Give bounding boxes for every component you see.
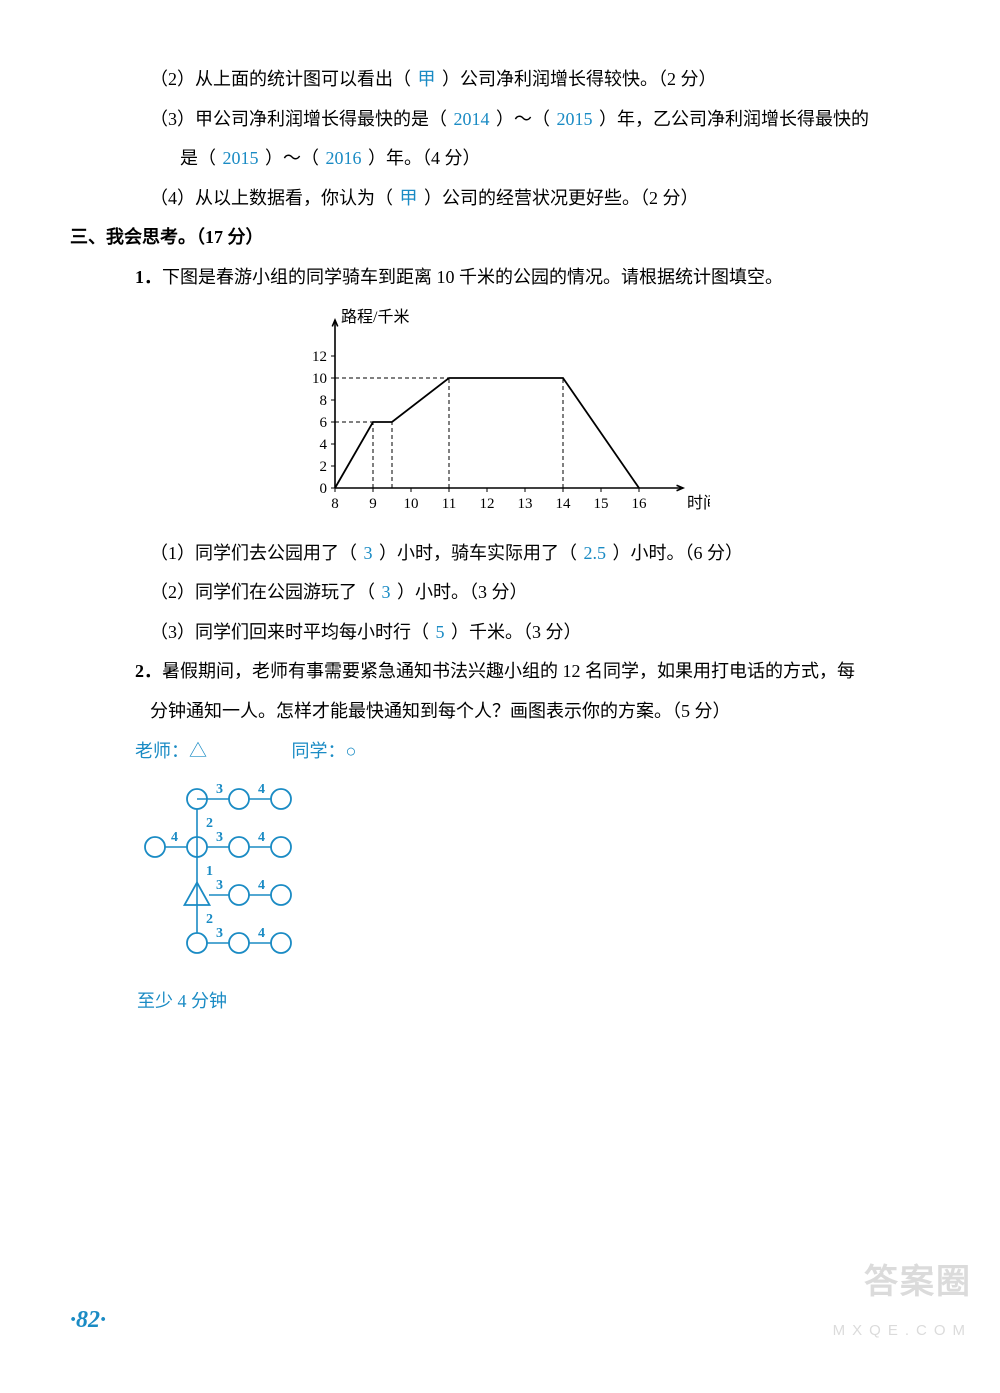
p1-sub1: （1）同学们去公园用了（ 3 ）小时，骑车实际用了（ 2.5 ）小时。（6 分） xyxy=(70,534,930,574)
answer: 甲 xyxy=(418,69,436,89)
svg-text:8: 8 xyxy=(331,496,339,512)
text: （1）同学们去公园用了（ xyxy=(150,543,362,563)
p1-intro: 1．下图是春游小组的同学骑车到距离 10 千米的公园的情况。请根据统计图填空。 xyxy=(70,258,930,298)
text: ）年。（4 分） xyxy=(364,148,481,168)
svg-text:4: 4 xyxy=(320,437,328,453)
section3-heading: 三、我会思考。（17 分） xyxy=(70,218,930,258)
text: （2）同学们在公园游玩了（ xyxy=(150,582,380,602)
answer: 2016 xyxy=(326,148,362,168)
page-number: ·82· xyxy=(70,1294,106,1347)
svg-text:12: 12 xyxy=(312,349,327,365)
item-number: 1． xyxy=(135,267,162,287)
svg-text:3: 3 xyxy=(216,878,223,893)
p2-line1: 2．暑假期间，老师有事需要紧急通知书法兴趣小组的 12 名同学，如果用打电话的方… xyxy=(70,652,930,692)
watermark: 答案圈 MXQE.COM xyxy=(833,1245,972,1347)
q2-line2: （2）从上面的统计图可以看出（ 甲 ）公司净利润增长得较快。（2 分） xyxy=(70,60,930,100)
legend-teacher: 老师：△ xyxy=(135,741,207,761)
item-number: 2． xyxy=(135,661,162,681)
svg-text:9: 9 xyxy=(369,496,377,512)
svg-text:3: 3 xyxy=(216,926,223,941)
svg-text:4: 4 xyxy=(258,926,265,941)
text: ）公司净利润增长得较快。（2 分） xyxy=(438,69,717,89)
svg-text:4: 4 xyxy=(171,830,178,845)
p1-chart: 0 2 4 6 8 10 12 8 9 10 11 12 13 14 15 16 路程/千米时间/时 xyxy=(70,308,930,528)
answer: 3 xyxy=(382,582,391,602)
text: ）小时，骑车实际用了（ xyxy=(375,543,582,563)
p1-sub3: （3）同学们回来时平均每小时行（ 5 ）千米。（3 分） xyxy=(70,613,930,653)
q2-line3a: （3）甲公司净利润增长得最快的是（ 2014 ）～（ 2015 ）年，乙公司净利… xyxy=(70,100,930,140)
text: 下图是春游小组的同学骑车到距离 10 千米的公园的情况。请根据统计图填空。 xyxy=(162,267,783,287)
text: ）～（ xyxy=(261,148,324,168)
svg-text:2: 2 xyxy=(206,816,213,831)
svg-text:6: 6 xyxy=(320,415,328,431)
svg-text:2: 2 xyxy=(206,912,213,927)
answer: 2.5 xyxy=(584,543,607,563)
answer: 2015 xyxy=(557,109,593,129)
svg-text:8: 8 xyxy=(320,393,328,409)
svg-text:14: 14 xyxy=(556,496,572,512)
text: （3）甲公司净利润增长得最快的是（ xyxy=(150,109,452,129)
svg-text:4: 4 xyxy=(258,782,265,797)
text: 是（ xyxy=(180,148,221,168)
svg-text:15: 15 xyxy=(594,496,609,512)
text: （4）从以上数据看，你认为（ xyxy=(150,188,398,208)
p2-conclusion: 至少 4 分钟 xyxy=(70,982,930,1022)
svg-text:10: 10 xyxy=(404,496,419,512)
svg-text:3: 3 xyxy=(216,782,223,797)
watermark-small: MXQE.COM xyxy=(833,1314,972,1347)
p2-legend: 老师：△ 同学：○ xyxy=(70,732,930,772)
call-tree-diagram: 342434134234 xyxy=(135,781,330,976)
svg-text:1: 1 xyxy=(206,864,213,879)
q2-line4: （4）从以上数据看，你认为（ 甲 ）公司的经营状况更好些。（2 分） xyxy=(70,179,930,219)
text: 暑假期间，老师有事需要紧急通知书法兴趣小组的 12 名同学，如果用打电话的方式，… xyxy=(162,661,855,681)
p2-line2: 分钟通知一人。怎样才能最快通知到每个人？画图表示你的方案。（5 分） xyxy=(70,692,930,732)
svg-text:10: 10 xyxy=(312,371,327,387)
svg-text:时间/时: 时间/时 xyxy=(687,494,710,512)
text: （2）从上面的统计图可以看出（ xyxy=(150,69,416,89)
answer: 甲 xyxy=(400,188,418,208)
text: （3）同学们回来时平均每小时行（ xyxy=(150,622,434,642)
line-chart: 0 2 4 6 8 10 12 8 9 10 11 12 13 14 15 16 路程/千米时间/时 xyxy=(280,308,710,528)
svg-text:4: 4 xyxy=(258,830,265,845)
svg-text:12: 12 xyxy=(480,496,495,512)
svg-text:2: 2 xyxy=(320,459,328,475)
text: ）小时。（3 分） xyxy=(393,582,528,602)
svg-text:路程/千米: 路程/千米 xyxy=(341,308,409,326)
text: ）～（ xyxy=(492,109,555,129)
svg-text:11: 11 xyxy=(442,496,456,512)
answer: 至少 4 分钟 xyxy=(137,991,227,1011)
svg-text:16: 16 xyxy=(632,496,648,512)
watermark-big: 答案圈 xyxy=(833,1245,972,1320)
q2-line3b: 是（ 2015 ）～（ 2016 ）年。（4 分） xyxy=(70,139,930,179)
p1-sub2: （2）同学们在公园游玩了（ 3 ）小时。（3 分） xyxy=(70,573,930,613)
svg-text:13: 13 xyxy=(518,496,533,512)
answer: 2014 xyxy=(454,109,490,129)
text: ）千米。（3 分） xyxy=(447,622,582,642)
p2-tree: 342434134234 xyxy=(70,781,930,976)
svg-text:4: 4 xyxy=(258,878,265,893)
answer: 2015 xyxy=(223,148,259,168)
svg-text:3: 3 xyxy=(216,830,223,845)
text: ）小时。（6 分） xyxy=(608,543,743,563)
svg-text:0: 0 xyxy=(320,481,328,497)
text: ）年，乙公司净利润增长得最快的 xyxy=(595,109,870,129)
text: 分钟通知一人。怎样才能最快通知到每个人？画图表示你的方案。（5 分） xyxy=(150,701,731,721)
text: ）公司的经营状况更好些。（2 分） xyxy=(420,188,699,208)
answer: 3 xyxy=(364,543,373,563)
legend-student: 同学：○ xyxy=(292,741,357,761)
answer: 5 xyxy=(436,622,445,642)
